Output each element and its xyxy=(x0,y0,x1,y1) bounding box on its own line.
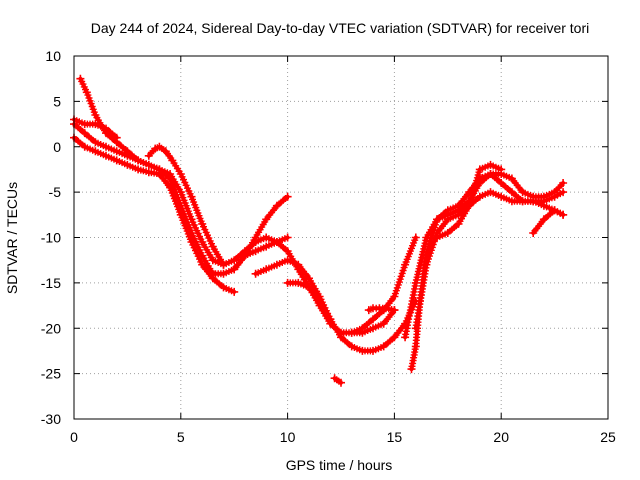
data-point xyxy=(559,188,568,197)
x-tick-label: 5 xyxy=(177,429,185,445)
data-point xyxy=(219,260,228,269)
data-point xyxy=(497,165,506,174)
y-tick-label: 10 xyxy=(45,48,61,64)
chart-title: Day 244 of 2024, Sidereal Day-to-day VTE… xyxy=(91,20,590,36)
series-track-3 xyxy=(70,133,239,296)
y-tick-label: 0 xyxy=(53,139,61,155)
y-axis-ticks: -30 -25 -20 -15 -10 -5 0 5 10 xyxy=(41,48,608,427)
data-point xyxy=(112,133,121,142)
data-point xyxy=(283,233,292,242)
series-track-8 xyxy=(251,256,335,324)
y-axis-label: SDTVAR / TECUs xyxy=(4,182,20,294)
data-point xyxy=(283,192,292,201)
data-point xyxy=(411,233,420,242)
x-tick-label: 25 xyxy=(600,429,616,445)
series-track-1 xyxy=(76,74,399,337)
series-track-2 xyxy=(70,120,292,278)
x-tick-label: 15 xyxy=(387,429,403,445)
x-axis-label: GPS time / hours xyxy=(286,457,393,473)
data-point xyxy=(230,287,239,296)
data-point xyxy=(337,378,345,387)
series-track-11 xyxy=(364,304,399,315)
x-tick-label: 0 xyxy=(70,429,78,445)
series-track-6 xyxy=(230,233,292,274)
x-axis-ticks: 0 5 10 15 20 25 xyxy=(70,56,616,445)
grid-lines xyxy=(74,56,608,419)
series-track-16 xyxy=(529,206,568,237)
y-tick-label: -20 xyxy=(41,320,61,336)
track-line xyxy=(78,76,397,335)
y-tick-label: -25 xyxy=(41,366,61,382)
data-tracks xyxy=(70,74,568,387)
series-track-9 xyxy=(330,374,345,387)
series-track-15 xyxy=(433,160,506,242)
data-point xyxy=(559,210,568,219)
track-line xyxy=(413,190,566,331)
series-track-5 xyxy=(144,142,228,269)
x-tick-label: 20 xyxy=(493,429,509,445)
data-point xyxy=(390,306,399,315)
data-point xyxy=(326,315,335,324)
data-point xyxy=(559,179,568,187)
y-tick-label: -30 xyxy=(41,411,61,427)
y-tick-label: -10 xyxy=(41,230,61,246)
series-track-14 xyxy=(411,188,568,333)
series-track-7 xyxy=(283,278,420,355)
y-tick-label: 5 xyxy=(53,93,61,109)
y-tick-label: -5 xyxy=(49,184,62,200)
y-tick-label: -15 xyxy=(41,275,61,291)
x-tick-label: 10 xyxy=(280,429,296,445)
